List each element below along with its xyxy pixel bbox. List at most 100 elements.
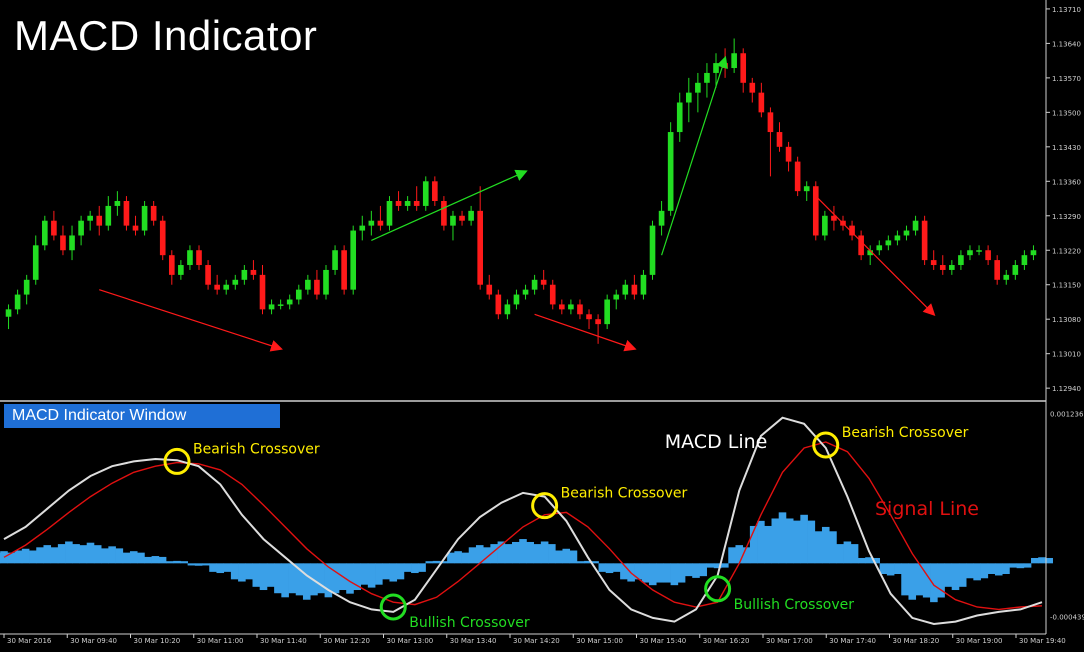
bullish-candle — [685, 77, 692, 123]
bullish-candle — [332, 245, 338, 275]
histogram-bar — [223, 563, 232, 572]
bearish-crossover-label: Bearish Crossover — [193, 441, 320, 457]
time-tick-label: 30 Mar 11:00 — [197, 637, 244, 645]
candle-body — [377, 220, 384, 226]
bullish-candle — [350, 225, 357, 295]
bearish-candle — [123, 196, 130, 231]
candle-body — [477, 210, 483, 285]
bullish-candle — [178, 260, 184, 280]
candle-body — [123, 201, 130, 226]
histogram-bar — [411, 563, 419, 574]
candle-body — [368, 220, 375, 226]
time-tick-label: 30 Mar 2016 — [7, 637, 52, 645]
candle-body — [450, 215, 456, 226]
histogram-bar — [1023, 563, 1032, 568]
histogram-bar — [620, 563, 628, 580]
bearish-candle — [549, 279, 556, 310]
candle-body — [713, 63, 719, 73]
price-tick-label: 1.13640 — [1052, 40, 1081, 48]
bearish-candle — [486, 274, 493, 300]
bullish-candle — [822, 210, 828, 241]
candle-body — [921, 220, 928, 261]
bearish-candle — [495, 289, 502, 320]
candle-body — [894, 235, 901, 241]
histogram-bar — [656, 563, 664, 583]
price-tick-label: 1.13080 — [1052, 316, 1081, 324]
bearish-candle — [459, 210, 465, 226]
histogram-bar — [562, 548, 571, 564]
candle-body — [132, 225, 139, 231]
price-chart — [5, 38, 1037, 352]
bullish-candle — [450, 210, 456, 241]
histogram-bar — [1031, 557, 1039, 564]
bullish-candle — [967, 245, 973, 261]
price-tick-label: 1.13360 — [1052, 178, 1081, 186]
histogram-bar — [930, 563, 938, 603]
histogram-bar — [295, 563, 304, 596]
bearish-candle — [586, 309, 592, 330]
histogram-bar — [65, 541, 73, 564]
histogram-bar — [216, 563, 225, 574]
bullish-candle — [404, 196, 411, 211]
histogram-bar — [439, 561, 448, 564]
bullish-candle — [141, 201, 148, 236]
candle-body — [78, 220, 84, 236]
candle-body — [504, 304, 511, 315]
histogram-bar — [793, 520, 801, 564]
price-tick-label: 1.13710 — [1052, 6, 1081, 14]
time-tick-label: 30 Mar 13:40 — [450, 637, 497, 645]
bullish-candle — [78, 215, 84, 246]
bullish-candle — [522, 284, 529, 300]
bullish-candle — [676, 92, 683, 142]
histogram-bar — [1038, 557, 1046, 564]
histogram-bar — [800, 514, 808, 564]
bullish-candle — [867, 245, 874, 266]
bullish-candle — [87, 210, 93, 231]
bullish-candle — [23, 274, 30, 305]
time-tick-label: 30 Mar 17:40 — [829, 637, 876, 645]
bullish-candle — [232, 274, 239, 290]
candle-body — [1030, 250, 1037, 256]
candle-body — [60, 235, 66, 251]
histogram-bar — [288, 563, 297, 594]
bullish-candle — [704, 63, 710, 98]
candle-body — [912, 220, 919, 231]
time-tick-label: 30 Mar 11:40 — [260, 637, 307, 645]
candle-body — [640, 274, 647, 295]
candle-body — [42, 220, 48, 246]
candle-body — [939, 265, 946, 270]
histogram-bar — [382, 563, 390, 580]
candle-body — [286, 299, 293, 305]
candle-body — [994, 260, 1000, 280]
bullish-candle — [613, 289, 620, 310]
candle-body — [540, 279, 547, 285]
bearish-candle — [250, 260, 257, 280]
histogram-bar — [598, 563, 607, 572]
histogram-bar — [144, 556, 152, 564]
histogram-bar — [302, 563, 311, 600]
bullish-candle — [368, 210, 375, 236]
candle-body — [1012, 265, 1019, 275]
bearish-candle — [441, 196, 447, 231]
histogram-bar — [324, 563, 333, 598]
candle-body — [214, 284, 220, 290]
histogram-bar — [202, 563, 210, 566]
bullish-candle — [949, 260, 955, 275]
bearish-candle — [413, 186, 420, 211]
histogram-bar — [151, 556, 160, 564]
candle-body — [468, 210, 474, 221]
candle-body — [559, 304, 565, 310]
candle-body — [749, 82, 756, 93]
time-tick-label: 30 Mar 13:00 — [387, 637, 434, 645]
histogram-bar — [836, 544, 844, 564]
histogram-bar — [987, 563, 996, 575]
histogram-bar — [872, 557, 880, 564]
histogram-bar — [713, 563, 722, 569]
histogram-bar — [158, 556, 167, 564]
candle-body — [114, 201, 121, 206]
bullish-candle — [422, 176, 429, 211]
bullish-candle — [386, 196, 393, 231]
histogram-bar — [447, 552, 455, 564]
candle-body — [268, 304, 275, 310]
